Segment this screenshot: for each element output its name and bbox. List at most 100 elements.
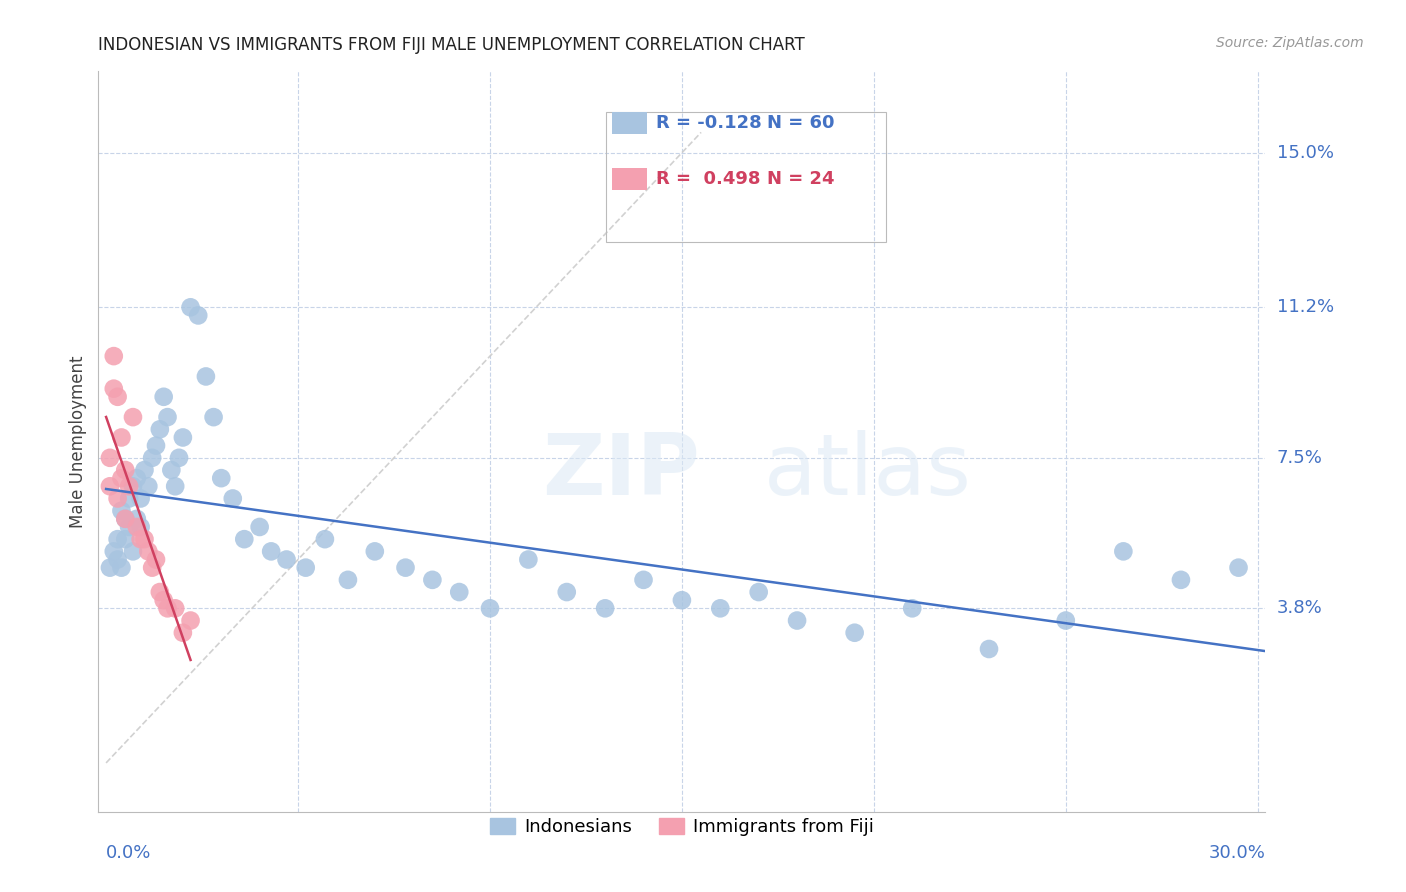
Point xyxy=(145,439,167,453)
Point xyxy=(593,601,616,615)
Point xyxy=(103,349,125,363)
Point xyxy=(134,532,156,546)
Point xyxy=(141,450,163,465)
Text: 7.5%: 7.5% xyxy=(1277,449,1323,467)
Point xyxy=(134,463,156,477)
Point xyxy=(129,491,152,506)
Point xyxy=(125,520,148,534)
Point xyxy=(114,463,136,477)
Point xyxy=(114,512,136,526)
Point xyxy=(156,601,179,615)
Text: INDONESIAN VS IMMIGRANTS FROM FIJI MALE UNEMPLOYMENT CORRELATION CHART: INDONESIAN VS IMMIGRANTS FROM FIJI MALE … xyxy=(98,36,806,54)
Point xyxy=(786,614,808,628)
Point xyxy=(180,614,202,628)
Point xyxy=(114,512,136,526)
Point xyxy=(748,585,770,599)
Text: 3.8%: 3.8% xyxy=(1277,599,1322,617)
Point xyxy=(110,504,132,518)
Point xyxy=(122,410,145,425)
Point xyxy=(172,625,194,640)
Point xyxy=(187,309,209,323)
Point xyxy=(107,552,129,566)
Point xyxy=(122,479,145,493)
Point xyxy=(141,560,163,574)
Text: N = 60: N = 60 xyxy=(768,114,835,132)
Point xyxy=(136,479,159,493)
Point xyxy=(314,532,336,546)
Text: R =  0.498: R = 0.498 xyxy=(657,169,761,187)
Point xyxy=(114,532,136,546)
Point xyxy=(977,642,1000,657)
Point xyxy=(110,560,132,574)
Point xyxy=(125,512,148,526)
Point xyxy=(118,520,141,534)
Point xyxy=(249,520,271,534)
Point xyxy=(165,479,187,493)
Legend: Indonesians, Immigrants from Fiji: Indonesians, Immigrants from Fiji xyxy=(482,811,882,844)
Point xyxy=(555,585,578,599)
Point xyxy=(194,369,217,384)
Point xyxy=(107,491,129,506)
Point xyxy=(901,601,924,615)
Point xyxy=(156,410,179,425)
Point xyxy=(209,471,232,485)
Point xyxy=(149,422,172,436)
Point xyxy=(172,430,194,444)
Point xyxy=(336,573,359,587)
Point xyxy=(98,450,121,465)
Point xyxy=(633,573,655,587)
Point xyxy=(107,390,129,404)
Point xyxy=(103,382,125,396)
Text: 0.0%: 0.0% xyxy=(105,844,152,863)
FancyBboxPatch shape xyxy=(612,112,647,135)
Point xyxy=(517,552,540,566)
Point xyxy=(844,625,866,640)
Point xyxy=(1227,560,1250,574)
Text: N = 24: N = 24 xyxy=(768,169,835,187)
Point xyxy=(222,491,245,506)
Point xyxy=(276,552,298,566)
Point xyxy=(122,544,145,558)
Point xyxy=(145,552,167,566)
Point xyxy=(478,601,501,615)
Point xyxy=(422,573,444,587)
Point xyxy=(294,560,316,574)
Point xyxy=(110,430,132,444)
Point xyxy=(165,601,187,615)
Point xyxy=(152,593,174,607)
Point xyxy=(107,532,129,546)
Text: 15.0%: 15.0% xyxy=(1277,144,1333,161)
Point xyxy=(671,593,693,607)
Text: atlas: atlas xyxy=(763,430,972,513)
Point xyxy=(129,520,152,534)
FancyBboxPatch shape xyxy=(612,168,647,190)
Point xyxy=(449,585,471,599)
Point xyxy=(260,544,283,558)
Point xyxy=(1112,544,1135,558)
Point xyxy=(1054,614,1077,628)
Point xyxy=(118,491,141,506)
Text: 30.0%: 30.0% xyxy=(1209,844,1265,863)
Point xyxy=(152,390,174,404)
Point xyxy=(1170,573,1192,587)
Point xyxy=(160,463,183,477)
Point xyxy=(167,450,190,465)
Text: Source: ZipAtlas.com: Source: ZipAtlas.com xyxy=(1216,36,1364,50)
Y-axis label: Male Unemployment: Male Unemployment xyxy=(69,355,87,528)
Point xyxy=(709,601,731,615)
Point xyxy=(233,532,256,546)
Point xyxy=(202,410,225,425)
Point xyxy=(136,544,159,558)
Point xyxy=(98,560,121,574)
Point xyxy=(98,479,121,493)
Point xyxy=(110,471,132,485)
Point xyxy=(125,471,148,485)
Point xyxy=(103,544,125,558)
Text: 11.2%: 11.2% xyxy=(1277,298,1334,317)
Point xyxy=(118,479,141,493)
Point xyxy=(364,544,387,558)
Text: ZIP: ZIP xyxy=(541,430,700,513)
Point xyxy=(180,301,202,315)
Point xyxy=(394,560,416,574)
Point xyxy=(149,585,172,599)
